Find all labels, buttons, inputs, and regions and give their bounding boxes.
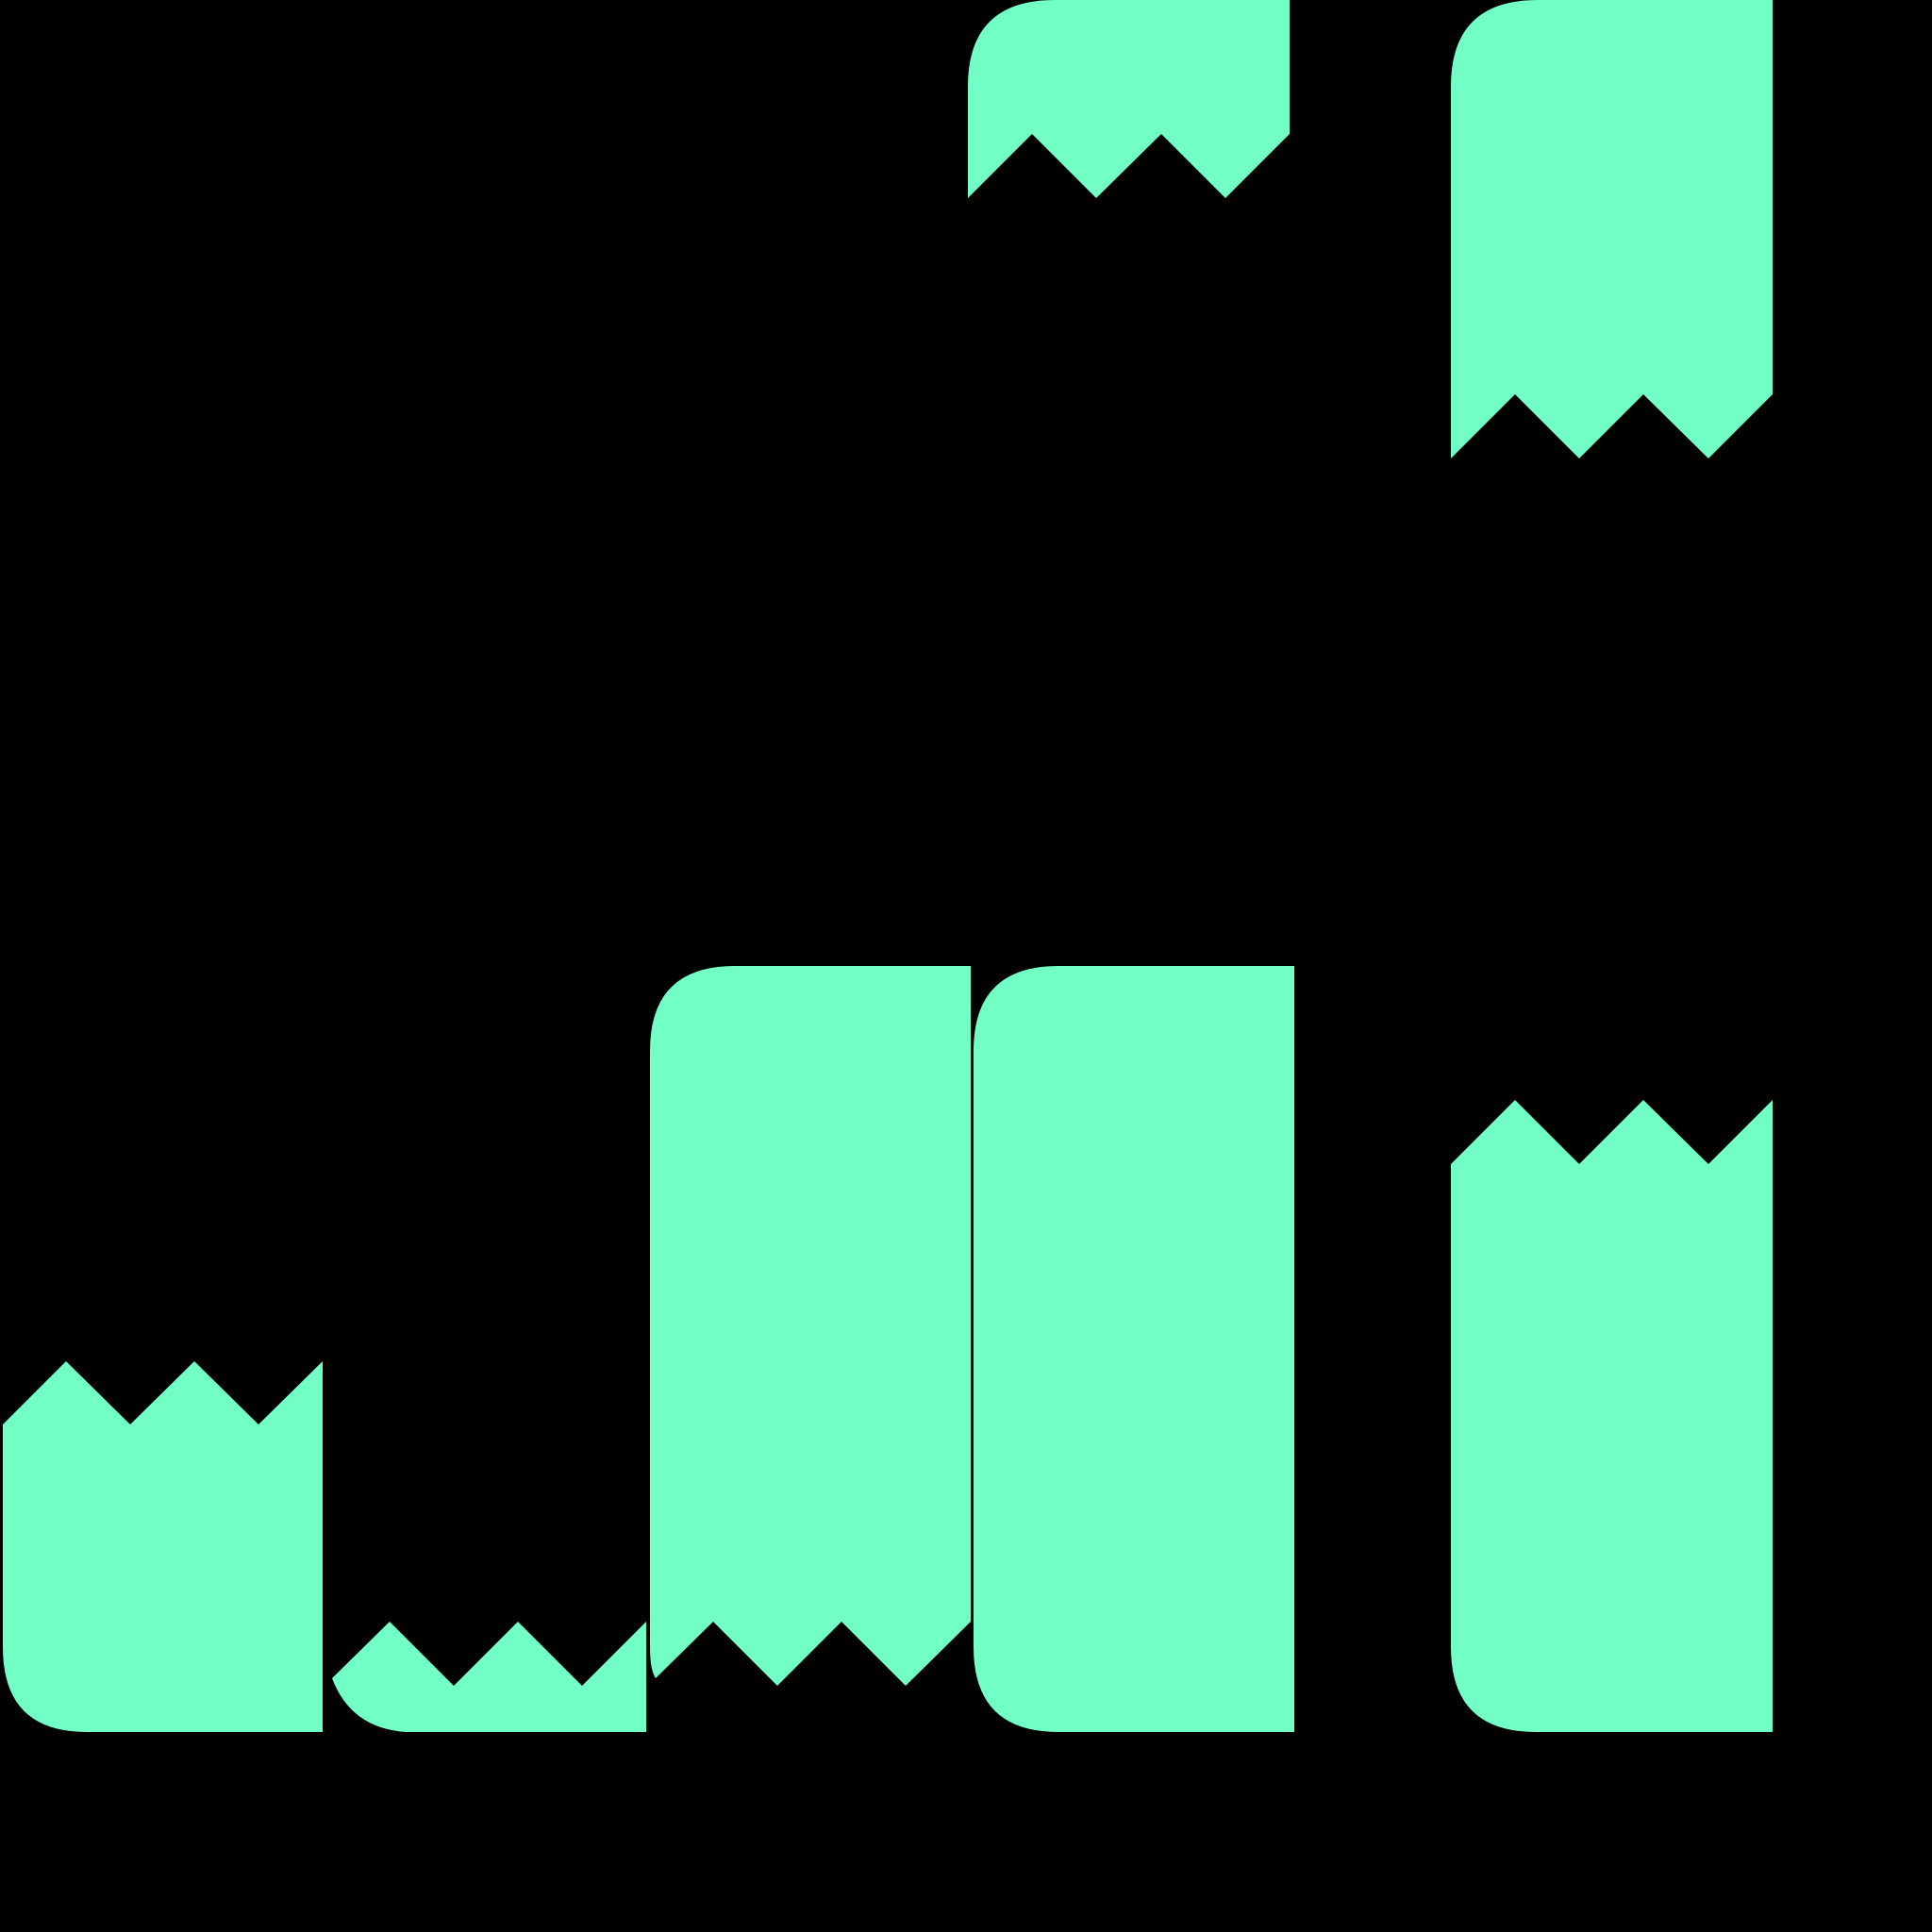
notched-block-top-center [968,0,1290,198]
solid-block-bottom-center [974,966,1294,1732]
notched-block-bottom-right [1451,1100,1773,1732]
notched-block-bottom-mid [650,966,971,1686]
notched-block-bottom-left [3,1361,323,1732]
notched-block-top-right [1451,0,1773,458]
notched-block-bottom-left-fragment [332,1622,646,1732]
